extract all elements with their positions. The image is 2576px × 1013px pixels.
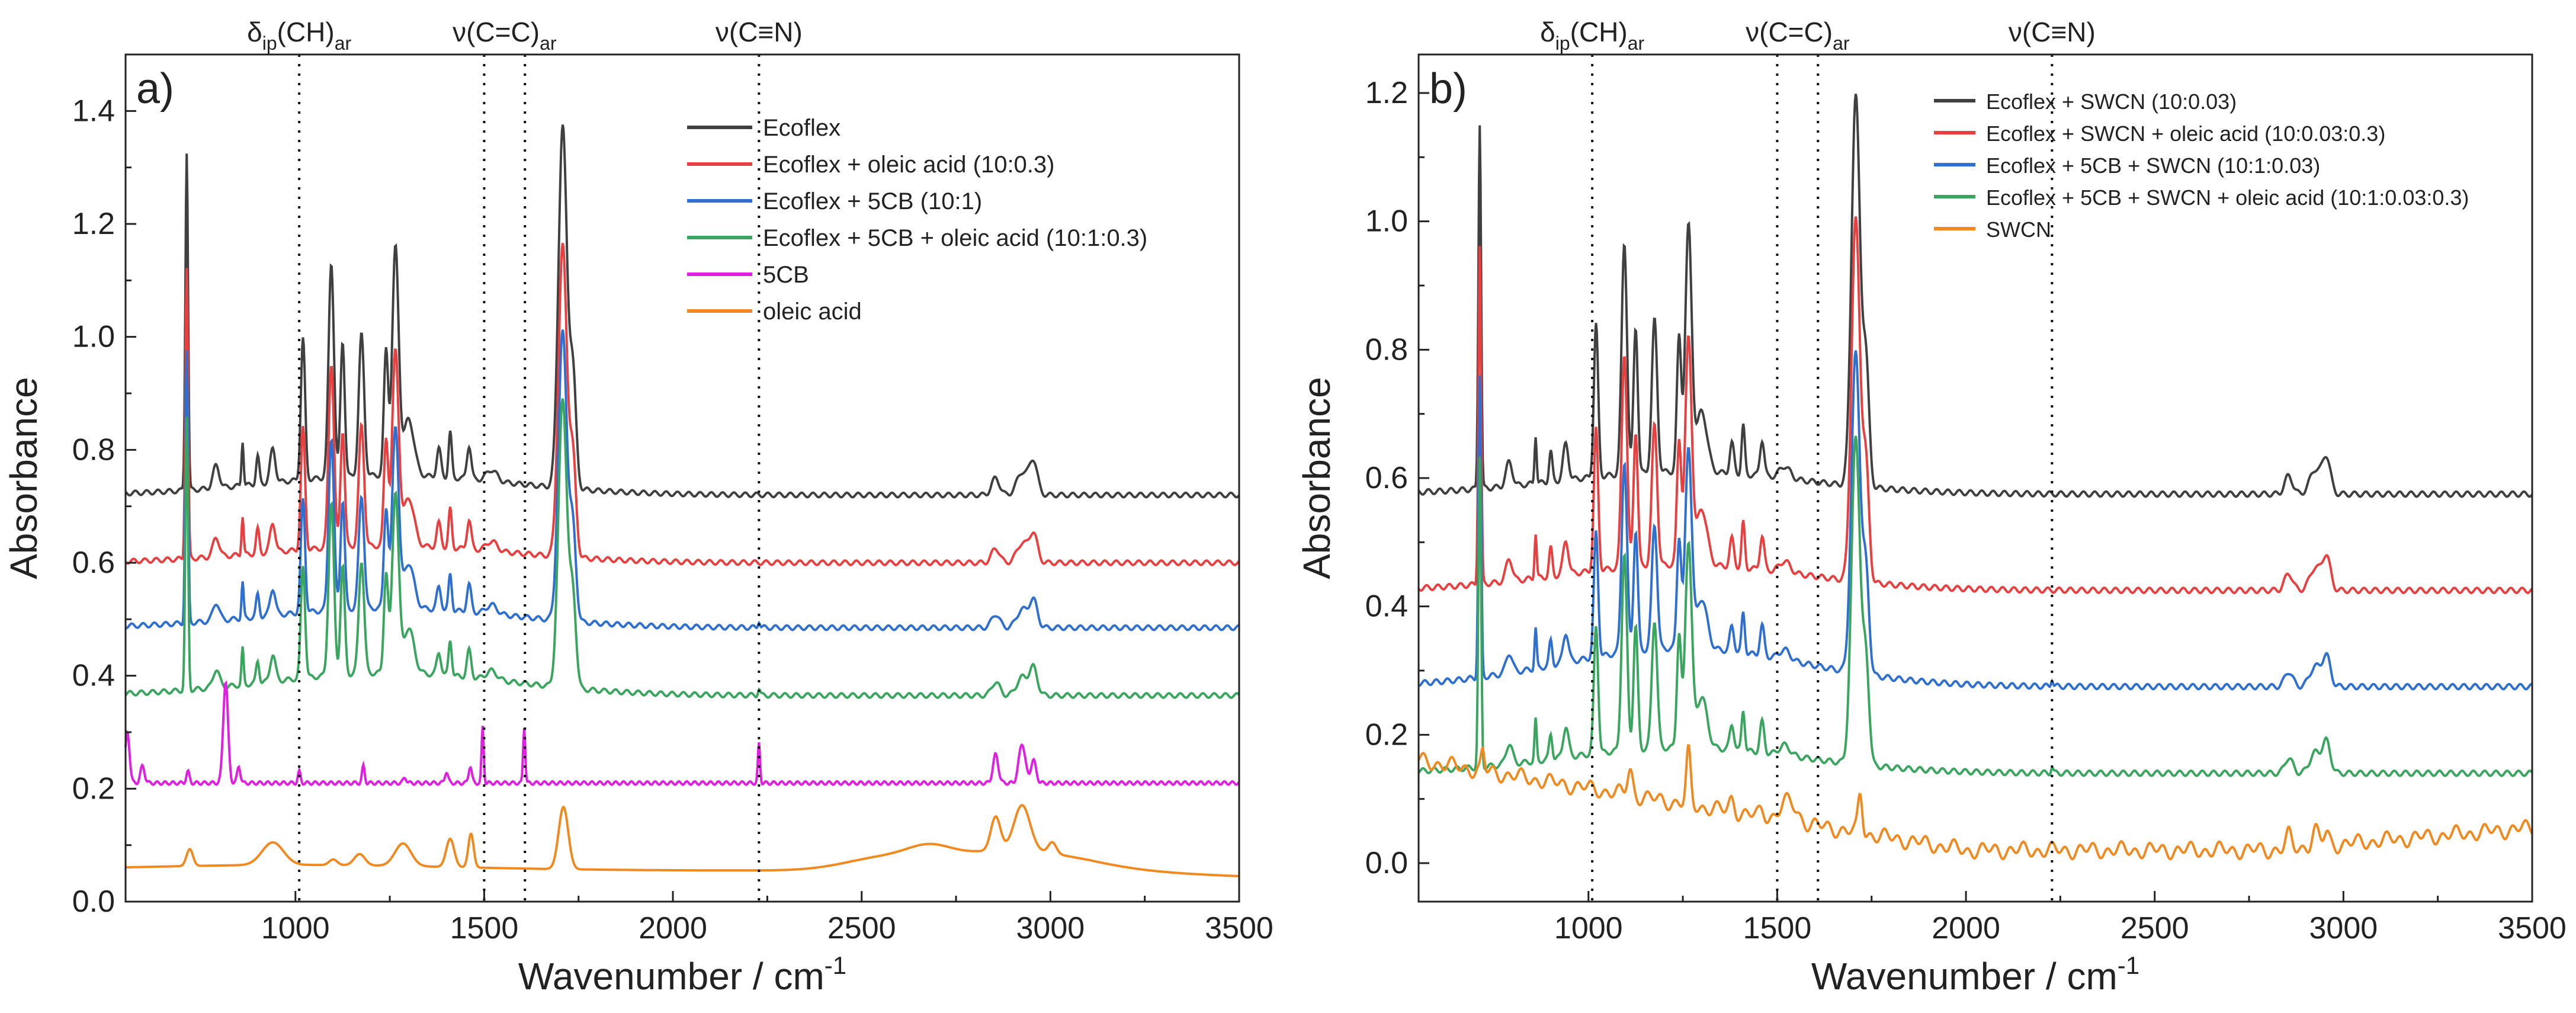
series-line-0	[1417, 94, 2533, 498]
x-tick-label: 2500	[2121, 911, 2189, 945]
x-tick-label: 2500	[827, 911, 896, 945]
y-tick-label: 1.0	[1365, 204, 1408, 239]
panel-letter: a)	[136, 65, 174, 113]
band-label-main: ν(C≡N)	[2009, 17, 2096, 47]
x-axis-title-superscript: -1	[2118, 951, 2139, 979]
legend: Ecoflex + SWCN (10:0.03) Ecoflex + SWCN +…	[1934, 89, 2469, 242]
band-label-main: ν(C=C)	[1746, 17, 1833, 47]
band-label-sub: ar	[540, 33, 557, 54]
band-label-2: ν(C≡N)	[716, 17, 803, 47]
legend-label: Ecoflex + SWCN (10:0.03)	[1986, 89, 2237, 114]
series-line-4	[124, 680, 1240, 786]
band-label-sub: ar	[1833, 33, 1850, 54]
band-label-sub: ip	[262, 33, 277, 54]
y-tick-label: 1.0	[72, 320, 115, 354]
y-tick-label: 0.2	[1365, 717, 1408, 752]
legend-label: Ecoflex + 5CB + SWCN (10:1:0.03)	[1986, 153, 2320, 178]
band-label-mid: (CH)	[1570, 17, 1628, 47]
x-axis-title: Wavenumber / cm-1	[1811, 951, 2139, 998]
legend-label: Ecoflex + 5CB (10:1)	[763, 188, 982, 214]
series-line-5	[126, 804, 1240, 877]
x-axis-title-text: Wavenumber / cm	[1811, 955, 2118, 998]
x-tick-label: 3000	[2309, 911, 2378, 945]
series-line-4	[1417, 744, 2533, 861]
series-line-3	[1417, 435, 2533, 777]
band-label-1: ν(C=C)ar	[453, 17, 557, 54]
y-tick-label: 0.0	[1365, 846, 1408, 880]
band-label-main: ν(C≡N)	[716, 17, 803, 47]
y-tick-label: 0.0	[72, 884, 115, 919]
band-label-main: δ	[1540, 17, 1555, 47]
legend-label: Ecoflex + oleic acid (10:0.3)	[763, 152, 1054, 178]
legend-label: Ecoflex + SWCN + oleic acid (10:0.03:0.3…	[1986, 121, 2385, 146]
x-tick-label: 3500	[1205, 911, 1273, 945]
y-axis-title: Absorbance	[2, 377, 45, 579]
y-tick-label: 1.2	[1365, 76, 1408, 110]
panel-letter: b)	[1429, 65, 1467, 113]
series-line-3	[124, 398, 1240, 699]
series-line-1	[124, 242, 1240, 566]
x-tick-label: 2000	[639, 911, 707, 945]
band-label-sub: ar	[335, 33, 352, 54]
legend-label: Ecoflex + 5CB + oleic acid (10:1:0.3)	[763, 225, 1147, 251]
y-tick-label: 0.4	[1365, 589, 1408, 624]
legend-label: Ecoflex	[763, 115, 841, 141]
y-tick-label: 0.8	[72, 432, 115, 467]
plot-frame	[124, 53, 1240, 903]
x-axis-title-text: Wavenumber / cm	[518, 955, 825, 998]
x-tick-label: 2000	[1932, 911, 2000, 945]
y-tick-label: 0.2	[72, 771, 115, 806]
series-line-2	[1418, 350, 2533, 691]
panel-b: 1000 1500 2000 2500 3000 3500 0.0 0.2 0.4 0.6 0.8 1…	[1295, 17, 2567, 998]
legend-label: Ecoflex + 5CB + SWCN + oleic acid (10:1:…	[1986, 185, 2469, 210]
y-tick-label: 0.4	[72, 659, 115, 693]
series-line-1	[1417, 216, 2533, 594]
band-label-0: δip(CH)ar	[247, 17, 351, 54]
y-axis-title: Absorbance	[1295, 377, 1338, 579]
band-label-1: ν(C=C)ar	[1746, 17, 1850, 54]
band-label-2: ν(C≡N)	[2009, 17, 2096, 47]
series-line-0	[124, 124, 1240, 499]
x-tick-label: 1500	[450, 911, 519, 945]
x-axis-title-superscript: -1	[825, 951, 846, 979]
band-label-mid: (CH)	[277, 17, 335, 47]
legend-label: SWCN	[1986, 217, 2051, 242]
series-line-2	[125, 329, 1240, 631]
x-tick-label: 1500	[1743, 911, 1812, 945]
legend: Ecoflex Ecoflex + oleic acid (10:0.3) Ecof…	[687, 115, 1147, 325]
legend-label: oleic acid	[763, 299, 862, 325]
x-tick-label: 3000	[1016, 911, 1085, 945]
x-tick-label: 1000	[261, 911, 330, 945]
legend-label: 5CB	[763, 262, 809, 288]
band-label-main: ν(C=C)	[453, 17, 540, 47]
x-tick-label: 3500	[2498, 911, 2567, 945]
band-label-sub: ar	[1628, 33, 1645, 54]
y-tick-label: 0.6	[72, 546, 115, 580]
band-label-sub: ip	[1555, 33, 1570, 54]
band-label-main: δ	[247, 17, 262, 47]
x-axis-title: Wavenumber / cm-1	[518, 951, 846, 998]
x-tick-label: 1000	[1554, 911, 1623, 945]
y-tick-label: 0.6	[1365, 461, 1408, 495]
band-label-0: δip(CH)ar	[1540, 17, 1644, 54]
y-tick-label: 1.2	[72, 207, 115, 241]
panel-a: 1000 1500 2000 2500 3000 3500 0.0 0.2 0.4 0.6 0.8 1…	[2, 17, 1273, 998]
y-tick-label: 0.8	[1365, 332, 1408, 367]
series-group	[124, 124, 1240, 877]
series-group	[1417, 94, 2533, 861]
y-tick-label: 1.4	[72, 94, 115, 128]
